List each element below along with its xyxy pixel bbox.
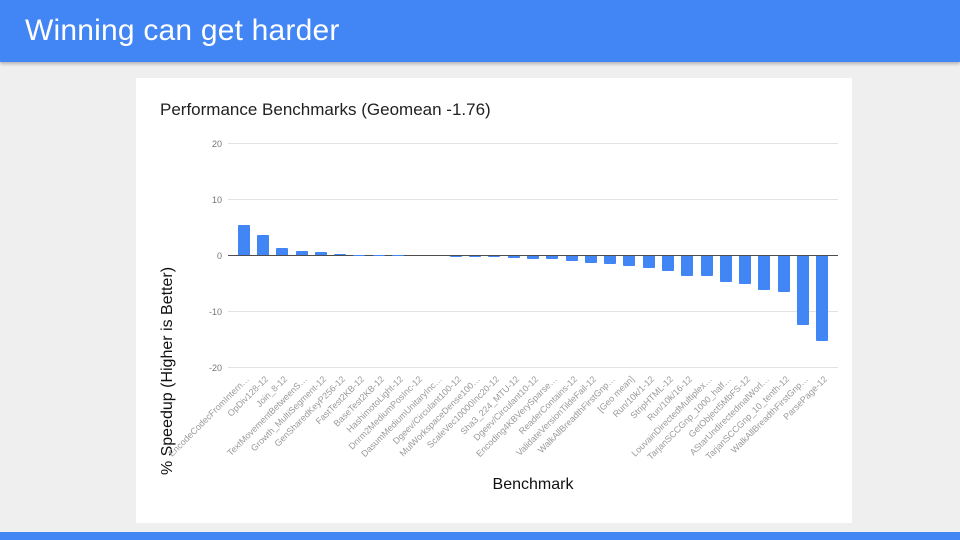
bar <box>758 256 771 290</box>
bar <box>527 256 539 259</box>
gridline <box>228 199 838 200</box>
bar <box>507 256 520 258</box>
bar <box>353 254 366 255</box>
slide-title: Winning can get harder <box>25 14 340 47</box>
plot-area: 20 10 0 -10 -20 EncodeCodecFromIntern… OpDiv12… <box>166 139 838 462</box>
bar <box>623 256 636 266</box>
bar <box>604 256 617 265</box>
bar <box>700 256 713 276</box>
y-tick-label: 10 <box>211 194 222 205</box>
bar <box>488 256 501 257</box>
bar <box>469 256 482 257</box>
bar <box>681 256 694 276</box>
bar <box>449 256 462 257</box>
bar <box>662 256 675 271</box>
gridline <box>228 367 838 368</box>
gridline <box>228 143 838 144</box>
bar <box>642 256 655 269</box>
bar <box>565 256 578 262</box>
bar <box>584 256 597 263</box>
bar <box>816 256 829 341</box>
footer-accent-bar <box>0 532 960 540</box>
bar <box>295 250 308 255</box>
bar <box>391 254 404 255</box>
chart-title: Performance Benchmarks (Geomean -1.76) <box>160 100 491 119</box>
bar <box>237 225 250 255</box>
y-tick-label: -20 <box>208 362 222 373</box>
gridline <box>228 311 838 312</box>
bar <box>777 256 790 292</box>
x-axis-zero-line <box>228 255 838 256</box>
bar <box>546 256 559 260</box>
chart-card: Performance Benchmarks (Geomean -1.76) %… <box>136 78 852 523</box>
slide-header: Winning can get harder <box>0 0 960 62</box>
bar <box>334 253 347 255</box>
bar <box>797 256 810 325</box>
bar <box>256 235 269 255</box>
bar <box>276 248 289 255</box>
bar <box>719 256 732 282</box>
bar <box>314 252 327 255</box>
y-tick-label: 20 <box>211 138 222 149</box>
y-tick-label: 0 <box>216 250 222 261</box>
bar <box>372 254 385 255</box>
y-tick-label: -10 <box>208 306 222 317</box>
x-axis-title: Benchmark <box>492 476 574 493</box>
bar <box>739 256 752 284</box>
